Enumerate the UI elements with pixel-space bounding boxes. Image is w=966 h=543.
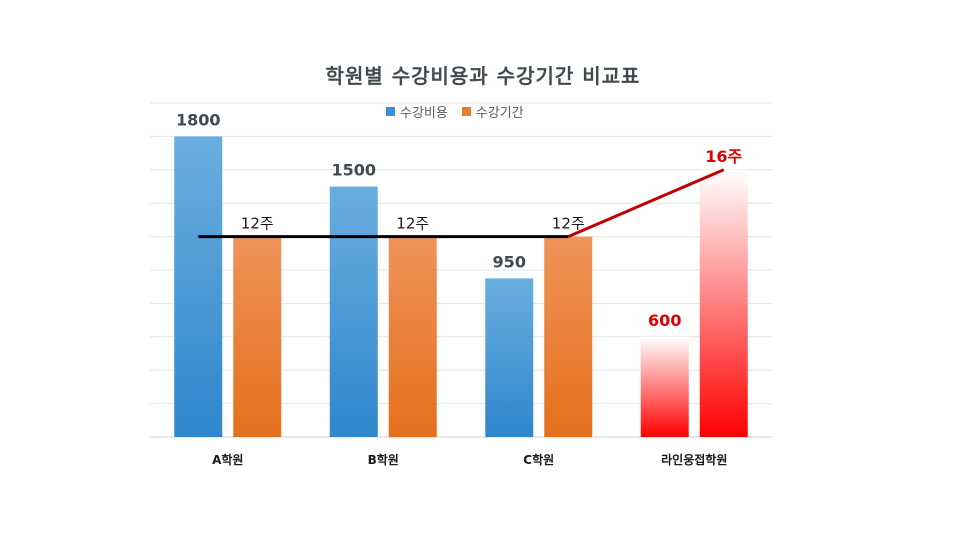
x-tick-label: C학원 bbox=[523, 452, 554, 467]
bar-duration bbox=[388, 236, 437, 437]
legend: 수강비용 수강기간 bbox=[386, 102, 524, 121]
chart-title: 학원별 수강비용과 수강기간 비교표 bbox=[325, 64, 641, 88]
bar-cost bbox=[640, 336, 689, 437]
legend-swatch-cost bbox=[386, 107, 395, 116]
x-tick-label: 라인웅접학원 bbox=[661, 452, 727, 467]
data-label-duration: 16주 bbox=[705, 147, 742, 166]
legend-swatch-duration bbox=[461, 107, 471, 116]
data-label-cost: 1800 bbox=[176, 110, 221, 129]
data-label-duration: 12주 bbox=[241, 215, 274, 233]
bar-cost bbox=[329, 186, 378, 437]
data-labels: 1800 12주 1500 12주 950 12주 600 16주 bbox=[176, 110, 743, 329]
bar-cost bbox=[485, 278, 534, 437]
legend-label-duration: 수강기간 bbox=[475, 106, 524, 121]
x-axis-ticks: A학원 B학원 C학원 라인웅접학원 bbox=[212, 452, 727, 467]
bars bbox=[174, 136, 748, 438]
legend-item-duration: 수강기간 bbox=[461, 102, 524, 121]
duration-line bbox=[198, 168, 725, 239]
bar-duration bbox=[544, 236, 593, 437]
legend-label-cost: 수강비용 bbox=[400, 106, 448, 121]
data-label-cost: 600 bbox=[648, 311, 681, 330]
bar-duration bbox=[233, 236, 282, 437]
x-tick-label: B학원 bbox=[368, 452, 399, 467]
data-label-cost: 1500 bbox=[331, 161, 376, 180]
data-label-duration: 12주 bbox=[396, 215, 429, 233]
x-tick-label: A학원 bbox=[212, 452, 243, 467]
data-label-cost: 950 bbox=[493, 252, 526, 271]
duration-line-rise bbox=[567, 168, 725, 238]
legend-item-cost: 수강비용 bbox=[386, 102, 448, 121]
bar-duration bbox=[699, 169, 748, 438]
bar-cost bbox=[174, 136, 223, 437]
data-label-duration: 12주 bbox=[552, 215, 585, 233]
